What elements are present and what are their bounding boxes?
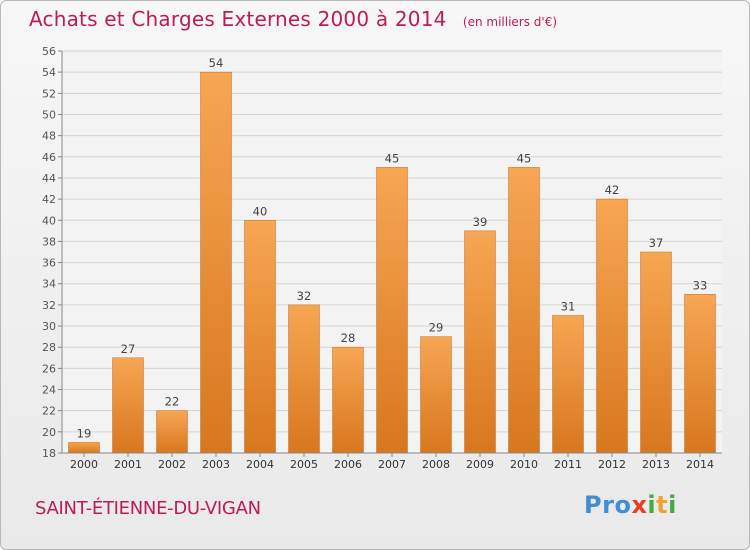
y-tick-label: 54 [42, 66, 56, 79]
data-label: 37 [649, 236, 664, 250]
data-label: 39 [473, 215, 488, 229]
x-tick-label: 2006 [334, 458, 362, 471]
logo-letter: i [668, 491, 677, 519]
logo-letter: r [602, 491, 615, 519]
x-axis-ticks: 2000 2001 2002 2003 2004 2005 2006 2007 2008 2009… [70, 453, 714, 471]
bar [68, 442, 100, 454]
x-tick-label: 2005 [290, 458, 318, 471]
y-tick-label: 46 [42, 151, 56, 164]
x-tick-label: 2014 [686, 458, 714, 471]
y-tick-label: 28 [42, 341, 56, 354]
y-tick-label: 40 [42, 214, 56, 227]
bar [244, 220, 276, 454]
bar [112, 357, 144, 454]
y-tick-label: 50 [42, 108, 56, 121]
x-tick-label: 2001 [114, 458, 142, 471]
data-label: 33 [693, 278, 708, 292]
y-tick-label: 42 [42, 193, 56, 206]
bar [420, 336, 452, 454]
y-tick-label: 22 [42, 405, 56, 418]
x-tick-label: 2000 [70, 458, 98, 471]
chart-title-text: Achats et Charges Externes 2000 à 2014 [29, 7, 447, 31]
bar [552, 315, 584, 454]
data-label: 45 [517, 151, 532, 165]
y-tick-label: 48 [42, 130, 56, 143]
x-tick-label: 2007 [378, 458, 406, 471]
data-label: 22 [165, 395, 180, 409]
data-label: 45 [385, 151, 400, 165]
bar [332, 346, 364, 454]
x-tick-label: 2004 [246, 458, 274, 471]
y-tick-label: 38 [42, 235, 56, 248]
bar [596, 198, 628, 454]
bars: 19 27 22 54 40 32 28 45 29 39 45 31 42 37 33 [68, 56, 716, 454]
bar [508, 167, 540, 454]
data-label: 32 [297, 289, 312, 303]
bar [376, 167, 408, 454]
bar [288, 304, 320, 454]
chart-unit: (en milliers d'€) [462, 15, 558, 29]
y-tick-label: 30 [42, 320, 56, 333]
logo-letter: t [656, 491, 669, 519]
logo-letter: i [647, 491, 657, 519]
bar [156, 410, 188, 454]
chart-title: Achats et Charges Externes 2000 à 2014 (… [29, 7, 557, 31]
y-tick-label: 18 [42, 447, 56, 460]
y-tick-label: 44 [42, 172, 56, 185]
y-tick-label: 24 [42, 384, 56, 397]
bar [640, 251, 672, 454]
data-label: 31 [561, 299, 576, 313]
proxiti-logo: Proxiti [584, 491, 677, 519]
y-tick-label: 26 [42, 362, 56, 375]
bar [200, 71, 232, 454]
y-tick-label: 20 [42, 426, 56, 439]
logo-letter: x [631, 491, 648, 519]
data-label: 54 [209, 56, 224, 70]
x-tick-label: 2013 [642, 458, 670, 471]
x-tick-label: 2003 [202, 458, 230, 471]
bar [464, 230, 496, 454]
commune-name: SAINT-ÉTIENNE-DU-VIGAN [35, 498, 261, 519]
data-label: 42 [605, 183, 620, 197]
data-label: 27 [121, 342, 136, 356]
y-axis-ticks: 18 20 22 24 26 28 30 32 34 36 38 40 42 44 46 48 50 52 54 56 [42, 45, 62, 460]
logo-letter: P [584, 491, 603, 519]
x-tick-label: 2002 [158, 458, 186, 471]
data-label: 40 [253, 204, 268, 218]
data-label: 29 [429, 321, 444, 335]
bar [684, 294, 716, 454]
y-tick-label: 56 [42, 45, 56, 58]
logo-letter: o [614, 491, 632, 519]
y-tick-label: 52 [42, 87, 56, 100]
y-tick-label: 36 [42, 257, 56, 270]
x-tick-label: 2010 [510, 458, 538, 471]
data-label: 19 [77, 426, 92, 440]
x-tick-label: 2012 [598, 458, 626, 471]
x-tick-label: 2008 [422, 458, 450, 471]
x-tick-label: 2009 [466, 458, 494, 471]
x-tick-label: 2011 [554, 458, 582, 471]
y-tick-label: 34 [42, 278, 56, 291]
y-tick-label: 32 [42, 299, 56, 312]
data-label: 28 [341, 331, 356, 345]
